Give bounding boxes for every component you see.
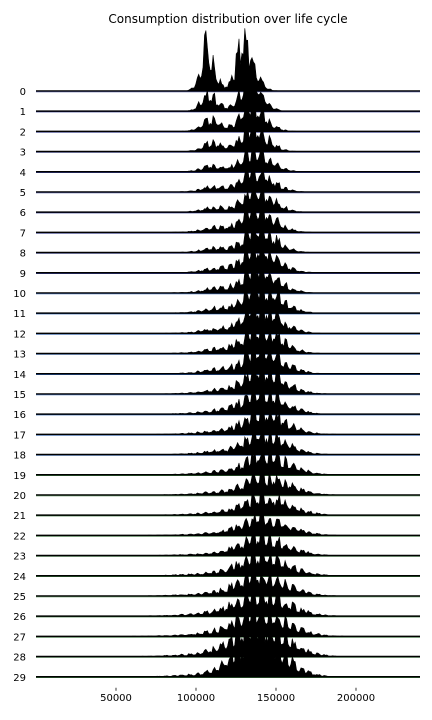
ridge-18: 18 bbox=[13, 427, 420, 462]
ridge-28: 28 bbox=[13, 613, 420, 664]
row-label: 18 bbox=[13, 451, 26, 462]
ridge-8: 8 bbox=[20, 220, 420, 260]
row-label: 16 bbox=[13, 410, 26, 421]
ridge-fill bbox=[36, 337, 420, 375]
ridge-fill bbox=[36, 319, 420, 354]
row-label: 5 bbox=[20, 188, 26, 199]
row-label: 9 bbox=[20, 269, 26, 280]
row-label: 23 bbox=[13, 552, 26, 563]
ridge-26: 26 bbox=[13, 583, 420, 623]
ridge-4: 4 bbox=[20, 146, 420, 179]
row-label: 11 bbox=[13, 309, 26, 320]
row-label: 20 bbox=[13, 491, 26, 502]
x-axis: 50000 100000 150000 200000 bbox=[100, 687, 375, 704]
ridge-fill bbox=[36, 198, 420, 233]
ridge-29: 29 bbox=[13, 623, 420, 684]
ridge-group: 0123456789101112131415161718192021222324… bbox=[13, 28, 420, 684]
row-label: 15 bbox=[13, 390, 26, 401]
row-label: 8 bbox=[20, 249, 26, 260]
row-label: 4 bbox=[20, 168, 26, 179]
row-label: 0 bbox=[20, 87, 26, 98]
ridge-3: 3 bbox=[20, 120, 420, 159]
row-label: 14 bbox=[13, 370, 26, 381]
ridge-12: 12 bbox=[13, 296, 420, 340]
ridge-fill bbox=[36, 361, 420, 395]
ridge-17: 17 bbox=[13, 400, 420, 441]
ridge-7: 7 bbox=[20, 198, 420, 239]
ridge-fill bbox=[36, 98, 420, 132]
row-label: 27 bbox=[13, 632, 26, 643]
x-tick-label: 200000 bbox=[337, 693, 375, 704]
row-label: 3 bbox=[20, 148, 26, 159]
x-tick-label: 100000 bbox=[177, 693, 215, 704]
ridge-fill bbox=[36, 400, 420, 435]
ridge-22: 22 bbox=[13, 509, 420, 542]
ridge-23: 23 bbox=[13, 531, 420, 563]
ridge-fill bbox=[36, 120, 420, 152]
row-label: 10 bbox=[13, 289, 26, 300]
row-label: 22 bbox=[13, 531, 26, 542]
ridge-14: 14 bbox=[13, 337, 420, 381]
row-label: 24 bbox=[13, 572, 26, 583]
ridge-13: 13 bbox=[13, 319, 420, 361]
row-label: 21 bbox=[13, 511, 26, 522]
row-label: 1 bbox=[20, 107, 26, 118]
ridge-11: 11 bbox=[13, 279, 420, 320]
row-label: 25 bbox=[13, 592, 26, 603]
ridge-20: 20 bbox=[13, 466, 420, 502]
ridge-19: 19 bbox=[13, 446, 420, 482]
chart-title: Consumption distribution over life cycle bbox=[108, 12, 347, 26]
row-label: 26 bbox=[13, 612, 26, 623]
ridge-fill bbox=[36, 220, 420, 253]
row-label: 19 bbox=[13, 471, 26, 482]
row-label: 28 bbox=[13, 653, 26, 664]
ridge-fill bbox=[36, 296, 420, 334]
ridge-21: 21 bbox=[13, 489, 420, 522]
ridge-15: 15 bbox=[13, 361, 420, 401]
row-label: 17 bbox=[13, 430, 26, 441]
ridge-1: 1 bbox=[20, 72, 420, 118]
row-label: 7 bbox=[20, 228, 26, 239]
ridge-16: 16 bbox=[13, 383, 420, 421]
ridge-25: 25 bbox=[13, 567, 420, 603]
ridge-6: 6 bbox=[20, 182, 420, 219]
ridge-2: 2 bbox=[20, 98, 420, 138]
row-label: 29 bbox=[13, 673, 26, 684]
ridge-9: 9 bbox=[20, 243, 420, 280]
ridge-fill bbox=[36, 279, 420, 314]
ridge-fill bbox=[36, 28, 420, 92]
ridge-24: 24 bbox=[13, 547, 420, 583]
ridge-fill bbox=[36, 182, 420, 213]
x-tick-label: 150000 bbox=[257, 693, 295, 704]
ridge-10: 10 bbox=[13, 257, 420, 300]
x-tick-label: 50000 bbox=[100, 693, 132, 704]
row-label: 12 bbox=[13, 329, 26, 340]
ridge-fill bbox=[36, 257, 420, 294]
row-label: 6 bbox=[20, 208, 26, 219]
ridge-27: 27 bbox=[13, 601, 420, 643]
row-label: 2 bbox=[20, 127, 26, 138]
ridge-5: 5 bbox=[20, 165, 420, 199]
ridge-0: 0 bbox=[20, 28, 420, 98]
row-label: 13 bbox=[13, 350, 26, 361]
